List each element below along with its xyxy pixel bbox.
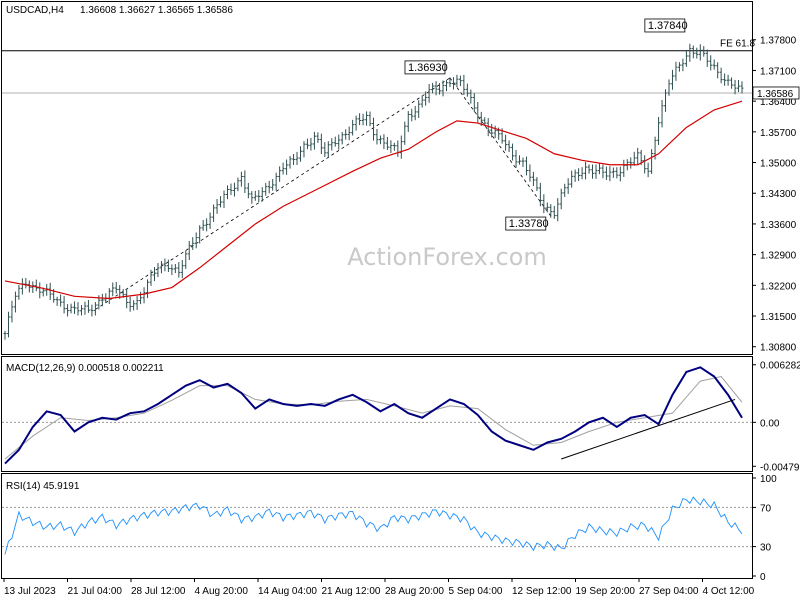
axes: 1.37800 1.37100 1.36400 1.35700 1.35000 1.343…	[3, 36, 800, 597]
chart-ohlc: 1.36608 1.36627 1.36565 1.36586	[80, 5, 233, 16]
rsi-title: RSI(14) 45.9191	[6, 481, 80, 492]
x-tick-label: 28 Jul 12:00	[131, 586, 186, 597]
rsi-y-tick-label: 100	[760, 474, 777, 485]
price-y-tick-label: 1.36400	[760, 97, 797, 108]
trend-line-dashed	[95, 77, 451, 310]
x-tick-label: 12 Sep 12:00	[512, 586, 572, 597]
price-y-tick-label: 1.32200	[760, 281, 797, 292]
rsi-panel-frame	[1, 473, 753, 579]
price-y-tick-label: 1.31500	[760, 312, 797, 323]
price-y-tick-label: 1.37100	[760, 66, 797, 77]
annotation-label: 1.36930	[408, 62, 448, 74]
moving-average-line	[4, 100, 743, 300]
x-tick-label: 14 Aug 04:00	[258, 586, 317, 597]
fib-level-label: FE 61.8	[720, 39, 755, 50]
annotation-box	[505, 216, 547, 231]
x-tick-label: 4 Oct 12:00	[703, 586, 755, 597]
price-panel-frame	[1, 1, 753, 355]
macd-panel: MACD(12,26,9) 0.000518 0.002211	[2, 363, 752, 465]
x-tick-label: 13 Jul 2023	[4, 586, 56, 597]
x-tick-label: 19 Sep 20:00	[576, 586, 636, 597]
rsi-y-tick-label: 30	[760, 543, 772, 554]
x-tick-label: 4 Aug 20:00	[195, 586, 249, 597]
price-y-tick-label: 1.30800	[760, 343, 797, 354]
price-y-tick-label: 1.35000	[760, 159, 797, 170]
annotation-box	[404, 60, 446, 75]
macd-y-tick-label: 0.00	[760, 418, 780, 429]
x-tick-label: 21 Jul 04:00	[68, 586, 123, 597]
macd-signal-line	[4, 375, 743, 460]
x-tick-label: 21 Aug 12:00	[322, 586, 381, 597]
x-tick-label: 27 Sep 04:00	[639, 586, 699, 597]
annotation-label: 1.37840	[648, 20, 688, 32]
watermark: ActionForex.com	[347, 243, 547, 271]
price-y-tick-label: 1.34300	[760, 189, 797, 200]
macd-line	[4, 366, 743, 465]
last-price-box	[752, 86, 800, 100]
rsi-y-tick-label: 0	[760, 572, 766, 583]
price-y-tick-label: 1.37800	[760, 36, 797, 47]
trend-line-dashed	[449, 77, 552, 217]
price-panel: FE 61.8 1.36930 1.33780 1.37840	[2, 18, 755, 340]
price-y-tick-label: 1.32900	[760, 251, 797, 262]
macd-trend-line	[561, 398, 736, 460]
rsi-y-tick-label: 70	[760, 503, 772, 514]
macd-y-tick-label: 0.006282	[760, 361, 800, 372]
x-tick-label: 5 Sep 04:00	[449, 586, 503, 597]
price-y-tick-label: 1.33600	[760, 220, 797, 231]
price-y-tick-label: 1.35700	[760, 128, 797, 139]
rsi-panel: RSI(14) 45.9191	[2, 481, 752, 555]
rsi-line	[4, 496, 743, 555]
macd-title: MACD(12,26,9) 0.000518 0.002211	[6, 363, 164, 374]
annotation-box	[644, 18, 686, 33]
annotation-label: 1.33780	[509, 218, 549, 230]
macd-panel-frame	[1, 356, 753, 472]
macd-y-tick-label: -0.004795	[760, 462, 800, 473]
chart-symbol: USDCAD,H4	[6, 5, 64, 16]
last-price-label: 1.36586	[757, 89, 794, 100]
x-tick-label: 28 Aug 20:00	[385, 586, 444, 597]
